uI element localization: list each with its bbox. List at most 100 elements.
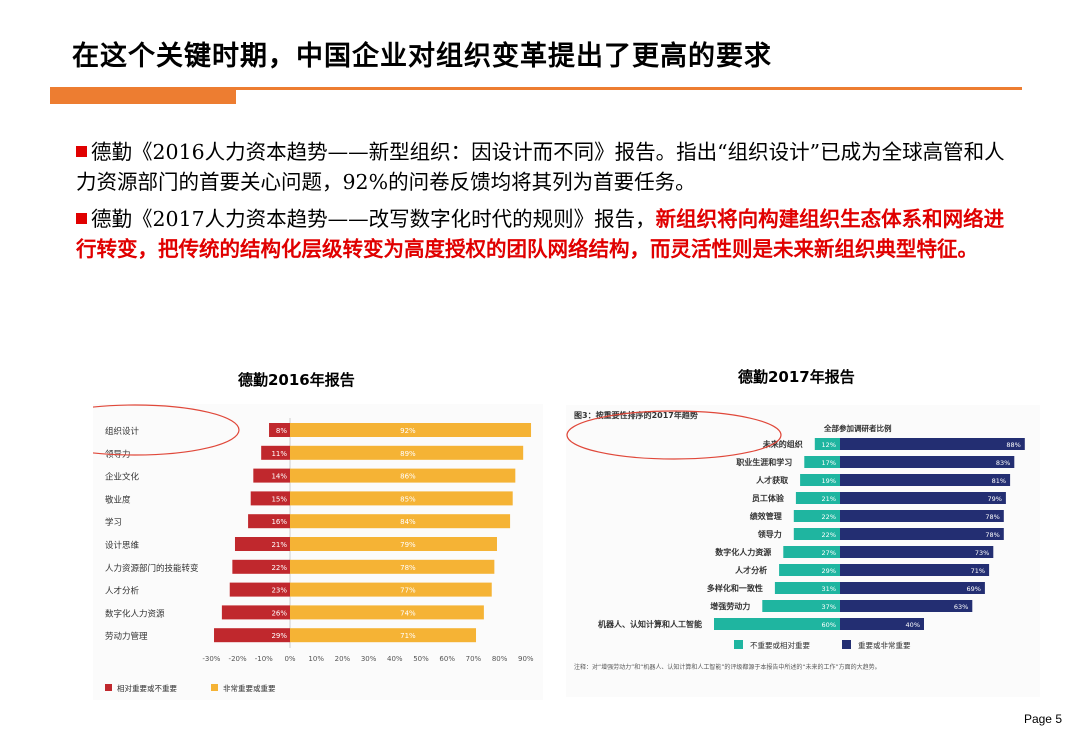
- chart-2016: 组织设计 8% 92%领导力 11% 89%企业文化 14% 86%敬业度 15% 85%学习 1…: [30, 404, 534, 693]
- bar-negative-label: 37%: [822, 603, 836, 611]
- chart-title: 图3：按重要性排序的2017年趋势: [574, 410, 698, 420]
- bar-negative: [814, 438, 840, 450]
- bar-positive-label: 77%: [400, 587, 416, 595]
- chart-2016-caption: 德勤2016年报告: [238, 371, 355, 389]
- bar-positive-label: 92%: [400, 427, 416, 435]
- legend-label-positive: 非常重要或重要: [223, 683, 276, 693]
- bar-positive: [840, 492, 1006, 504]
- legend-swatch-positive: [211, 684, 218, 691]
- bar-positive: [290, 582, 492, 597]
- bar-positive-label: 78%: [985, 513, 999, 521]
- bar-positive-label: 84%: [400, 518, 416, 526]
- bar-negative: [783, 546, 840, 558]
- x-tick-label: 90%: [518, 655, 534, 663]
- category-label: 增强劳动力: [710, 601, 750, 611]
- title-underline: [50, 87, 1022, 90]
- bar-negative-label: 17%: [822, 459, 836, 467]
- category-label: 人才分析: [105, 586, 140, 597]
- category-label: 未来的组织: [762, 439, 803, 449]
- legend-label-positive: 重要或非常重要: [858, 640, 911, 650]
- bar-negative-label: 21%: [271, 541, 287, 549]
- bar-negative: [774, 582, 840, 594]
- bar-negative: [261, 445, 290, 460]
- bar-negative-label: 31%: [822, 585, 836, 593]
- bar-negative-label: 29%: [822, 567, 836, 575]
- x-tick-label: 40%: [387, 655, 403, 663]
- chart-2016-panel: 组织设计 8% 92% 领导力 11% 89% 企业文化 14% 86% 敬业度 15% 85% 学习 1…: [30, 404, 543, 700]
- page-number: Page 5: [1023, 712, 1062, 726]
- bar-positive: [840, 528, 1004, 540]
- x-tick-label: 70%: [466, 655, 482, 663]
- bar-positive: [840, 438, 1025, 450]
- legend-swatch-positive: [842, 640, 851, 649]
- bar-positive-label: 74%: [400, 609, 416, 617]
- bar-positive-label: 69%: [966, 585, 980, 593]
- bar-negative-label: 16%: [271, 518, 287, 526]
- category-label: 企业文化: [105, 472, 140, 483]
- bar-negative: [800, 474, 840, 486]
- bar-negative: [269, 423, 290, 437]
- bar-positive-label: 40%: [906, 621, 920, 629]
- bar-negative: [795, 492, 840, 504]
- bar-positive: [290, 468, 516, 483]
- bar-positive-label: 73%: [975, 549, 989, 557]
- bar-positive: [290, 628, 477, 643]
- bar-positive-label: 78%: [400, 564, 416, 572]
- bar-positive-label: 86%: [400, 473, 416, 481]
- bar-negative: [253, 468, 290, 483]
- bar-positive-label: 63%: [954, 603, 968, 611]
- bar-positive: [290, 423, 532, 437]
- category-label: 职业生涯和学习: [736, 457, 792, 467]
- bar-positive: [290, 514, 511, 529]
- bar-positive-label: 81%: [992, 477, 1006, 485]
- paragraph-2017: 德勤《2017人力资本趋势——改写数字化时代的规则》报告，新组织将向构建组织生态…: [76, 204, 1011, 264]
- bar-negative: [804, 456, 840, 468]
- bar-negative-label: 11%: [271, 450, 287, 458]
- bar-positive: [290, 559, 495, 574]
- highlight-circle: [566, 410, 782, 460]
- page-title: 在这个关键时期，中国企业对组织变革提出了更高的要求: [72, 41, 772, 72]
- bullet-icon: [76, 146, 87, 157]
- x-tick-label: -20%: [229, 655, 247, 663]
- category-label: 敬业度: [105, 494, 131, 505]
- bar-negative-label: 15%: [271, 495, 287, 503]
- legend-label-negative: 不重要或相对重要: [750, 640, 810, 650]
- bar-negative-label: 23%: [271, 587, 287, 595]
- bullet-icon: [76, 213, 87, 224]
- bar-positive-label: 88%: [1006, 441, 1020, 449]
- category-label: 设计思维: [105, 540, 140, 551]
- legend-label-negative: 相对重要或不重要: [117, 683, 177, 693]
- bar-negative: [779, 564, 840, 576]
- bar-positive: [840, 582, 985, 594]
- bar-positive: [840, 564, 990, 576]
- legend-swatch-negative: [105, 684, 112, 691]
- category-label: 员工体验: [752, 493, 785, 503]
- bar-negative: [248, 514, 290, 529]
- bar-positive: [840, 546, 994, 558]
- category-label: 学习: [105, 517, 122, 528]
- bar-negative: [762, 600, 840, 612]
- bar-negative: [793, 528, 840, 540]
- legend-swatch-negative: [734, 640, 743, 649]
- bar-negative-label: 26%: [271, 609, 287, 617]
- x-tick-label: -30%: [202, 655, 220, 663]
- bar-positive: [290, 537, 497, 551]
- bar-positive-label: 85%: [400, 495, 416, 503]
- category-label: 多样化和一致性: [707, 583, 763, 593]
- bar-positive-label: 83%: [996, 459, 1010, 467]
- paragraph-2017-text: 德勤《2017人力资本趋势——改写数字化时代的规则》报告，: [91, 207, 656, 231]
- bar-negative: [793, 510, 840, 522]
- category-label: 人力资源部门的技能转变: [105, 563, 199, 574]
- paragraph-2016: 德勤《2016人力资本趋势——新型组织：因设计而不同》报告。指出“组织设计”已成…: [76, 137, 1011, 197]
- bar-negative-label: 21%: [822, 495, 836, 503]
- category-label: 人才分析: [735, 565, 767, 575]
- bar-positive: [290, 605, 484, 620]
- category-label: 机器人、认知计算和人工智能: [598, 619, 702, 629]
- category-label: 人才获取: [756, 475, 788, 485]
- bar-positive: [840, 600, 973, 612]
- bar-negative-label: 27%: [822, 549, 836, 557]
- chart-2017-caption: 德勤2017年报告: [738, 368, 855, 386]
- bar-negative-label: 8%: [276, 427, 287, 435]
- category-label: 劳动力管理: [105, 631, 148, 642]
